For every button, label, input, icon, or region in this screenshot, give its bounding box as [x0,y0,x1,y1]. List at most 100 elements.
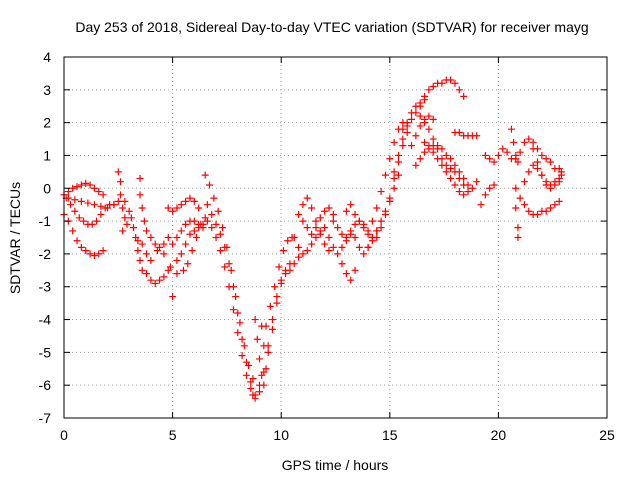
data-point [295,211,303,219]
data-point [190,217,198,225]
data-point [557,171,565,179]
data-point [201,171,209,179]
data-point [390,184,398,192]
data-point [394,171,402,179]
data-point [69,184,77,192]
x-axis-label: GPS time / hours [282,457,389,473]
data-point [290,234,298,241]
grid [64,57,607,418]
y-tick-label: -6 [39,377,52,393]
data-point [186,194,194,202]
data-point [169,240,177,248]
data-point [429,135,437,143]
data-point [221,263,229,271]
data-point [262,322,270,330]
data-point [156,276,164,284]
data-point [273,293,281,301]
data-point [447,76,455,84]
data-point [351,220,359,228]
data-point [538,171,546,179]
data-point [99,191,107,199]
data-point [334,250,342,258]
data-point [223,243,231,251]
data-point [160,240,168,248]
data-point [64,194,72,202]
data-point [88,220,96,228]
data-point [390,138,398,146]
data-point [273,299,281,307]
data-point [542,207,550,215]
data-point [447,155,455,163]
data-point [386,194,394,202]
data-point [421,148,429,156]
data-point [555,178,563,186]
data-point [325,204,333,212]
data-point [512,204,520,212]
data-point [355,243,363,251]
data-point [342,270,350,278]
data-point [351,211,359,219]
data-point [364,230,372,238]
data-point [455,128,463,136]
data-point [425,86,433,94]
data-point [97,211,105,219]
data-point [225,283,233,291]
data-point [533,158,541,166]
data-point [190,227,198,235]
data-point [390,168,398,176]
data-point [451,79,459,87]
data-point [386,155,394,163]
data-point [212,220,220,228]
data-point [97,202,105,210]
data-point [473,132,481,140]
data-point [143,227,151,235]
data-point [284,237,292,245]
data-point [266,302,274,310]
data-point [455,86,463,94]
data-point [160,273,168,281]
data-point [90,201,98,209]
data-point [442,151,450,159]
data-point [308,204,316,212]
data-point [321,240,329,248]
data-point [123,220,131,228]
data-point [368,217,376,225]
data-point [360,250,368,258]
data-point [77,181,85,189]
data-point [216,230,224,238]
data-point [529,161,537,169]
data-point [147,256,155,264]
data-point [325,247,333,255]
data-point [377,188,385,196]
data-point [547,158,555,166]
data-point [447,165,455,173]
data-point [95,250,103,258]
data-point [240,342,248,350]
data-point [425,125,433,133]
data-point [351,266,359,274]
y-axis-label: SDTVAR / TECUs [7,182,23,294]
data-point [160,250,168,258]
data-point [329,243,337,251]
data-point [373,204,381,212]
data-point [342,207,350,215]
data-point [438,161,446,169]
data-point [143,270,151,278]
data-point [507,125,515,133]
data-point [203,201,211,209]
data-point [416,155,424,163]
data-point [164,204,172,212]
data-point [547,184,555,192]
data-point [80,217,88,225]
data-point [119,227,127,235]
data-point [182,240,190,248]
data-point [164,234,172,241]
data-point [93,217,101,225]
data-point [86,181,94,189]
data-point [533,211,541,219]
data-point [169,293,177,301]
data-point [279,247,287,255]
data-point [75,214,83,222]
data-point [119,204,127,212]
data-point [399,142,407,150]
